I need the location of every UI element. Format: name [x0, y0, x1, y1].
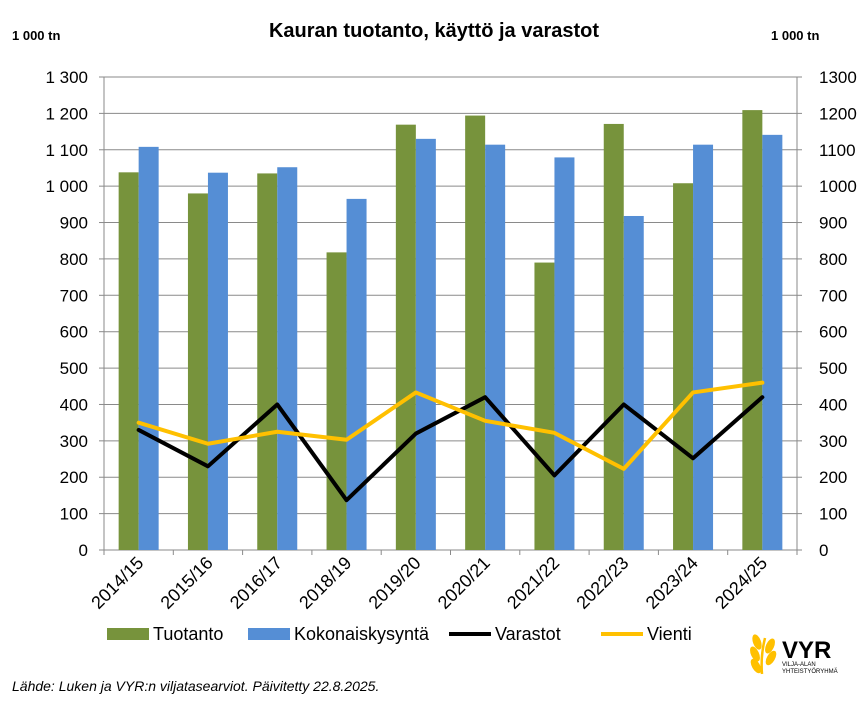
x-tick-label: 2014/15: [87, 553, 147, 613]
x-tick-label: 2018/19: [295, 553, 355, 613]
y-tick-label-right: 500: [819, 359, 847, 378]
y-tick-label-left: 800: [60, 250, 88, 269]
x-tick-label: 2023/24: [642, 553, 702, 613]
oat-balance-chart: 0 0 100 100 200 200 300 300 400 400 500 500 600 600 70…: [45, 68, 857, 644]
logo-line-2: YHTEISTYÖRYHMÄ: [782, 668, 838, 675]
bar-kokonaiskysyntä: [762, 134, 783, 550]
y-tick-label-left: 1 300: [45, 68, 88, 87]
y-tick-label-right: 600: [819, 323, 847, 342]
logo-line-1: VILJA-ALAN: [782, 662, 816, 668]
bar-kokonaiskysyntä: [554, 157, 575, 550]
bar-kokonaiskysyntä: [207, 172, 228, 551]
line-varastot: [136, 395, 765, 503]
wheat-icon: [750, 634, 777, 675]
source-note: Lähde: Luken ja VYR:n viljatasearviot. P…: [12, 678, 380, 694]
y-tick-label-right: 1200: [819, 104, 857, 123]
y-tick-label-right: 300: [819, 432, 847, 451]
x-tick-label: 2015/16: [157, 553, 217, 613]
bar-kokonaiskysyntä: [485, 144, 506, 550]
x-tick-label: 2020/21: [434, 553, 494, 613]
y-tick-label-left: 600: [60, 323, 88, 342]
y-tick-label-right: 800: [819, 250, 847, 269]
x-tick-label: 2022/23: [572, 553, 632, 613]
vyr-logo: VYR VILJA-ALAN YHTEISTYÖRYHMÄ: [750, 634, 838, 675]
y-tick-label-left: 1 000: [45, 177, 88, 196]
bar-tuotanto: [187, 193, 208, 550]
bar-tuotanto: [534, 262, 555, 550]
y-tick-label-right: 0: [819, 541, 828, 560]
legend-swatch-kokonaiskysyntä: [248, 628, 290, 640]
chart-title: Kauran tuotanto, käyttö ja varastot: [268, 20, 600, 42]
bar-tuotanto: [673, 183, 694, 550]
y-tick-label-right: 400: [819, 395, 847, 414]
legend-swatch-tuotanto: [107, 628, 149, 640]
x-tick-label: 2021/22: [503, 553, 563, 613]
line-vienti: [136, 380, 765, 471]
bar-tuotanto: [742, 110, 763, 551]
legend-label-kokonaiskysyntä: Kokonaiskysyntä: [294, 624, 430, 644]
x-tick-label: 2019/20: [365, 553, 425, 613]
y-tick-label-right: 100: [819, 505, 847, 524]
bar-kokonaiskysyntä: [346, 198, 367, 550]
logo-wordmark: VYR: [782, 637, 831, 664]
bar-tuotanto: [465, 115, 486, 551]
y-tick-label-right: 1000: [819, 177, 857, 196]
bar-tuotanto: [603, 123, 624, 550]
y-tick-label-right: 1100: [819, 141, 856, 160]
bar-kokonaiskysyntä: [693, 144, 714, 550]
y-tick-label-left: 200: [60, 468, 88, 487]
bar-tuotanto: [326, 252, 347, 550]
y-tick-label-left: 100: [60, 505, 88, 524]
x-tick-label: 2024/25: [711, 553, 771, 613]
y-tick-label-left: 300: [60, 432, 88, 451]
y-tick-label-left: 1 100: [45, 141, 88, 160]
y-tick-label-right: 700: [819, 286, 847, 305]
bar-kokonaiskysyntä: [277, 167, 298, 551]
legend-label-vienti: Vienti: [647, 624, 692, 644]
y-tick-label-left: 1 200: [45, 104, 88, 123]
y-tick-label-left: 900: [60, 214, 88, 233]
y-tick-label-left: 500: [60, 359, 88, 378]
bar-tuotanto: [118, 172, 139, 550]
x-tick-label: 2016/17: [226, 553, 286, 613]
bar-tuotanto: [395, 124, 416, 550]
legend-label-tuotanto: Tuotanto: [153, 624, 223, 644]
y-tick-label-left: 700: [60, 286, 88, 305]
y-tick-label-right: 200: [819, 468, 847, 487]
left-axis-unit: 1 000 tn: [12, 28, 61, 43]
y-tick-label-right: 1300: [819, 68, 857, 87]
bar-tuotanto: [257, 173, 278, 550]
y-tick-label-right: 900: [819, 214, 847, 233]
bar-kokonaiskysyntä: [138, 146, 159, 550]
legend-label-varastot: Varastot: [495, 624, 561, 644]
bar-kokonaiskysyntä: [415, 138, 436, 550]
y-tick-label-left: 0: [79, 541, 88, 560]
y-tick-label-left: 400: [60, 395, 88, 414]
bar-kokonaiskysyntä: [623, 215, 644, 550]
right-axis-unit: 1 000 tn: [771, 28, 820, 43]
